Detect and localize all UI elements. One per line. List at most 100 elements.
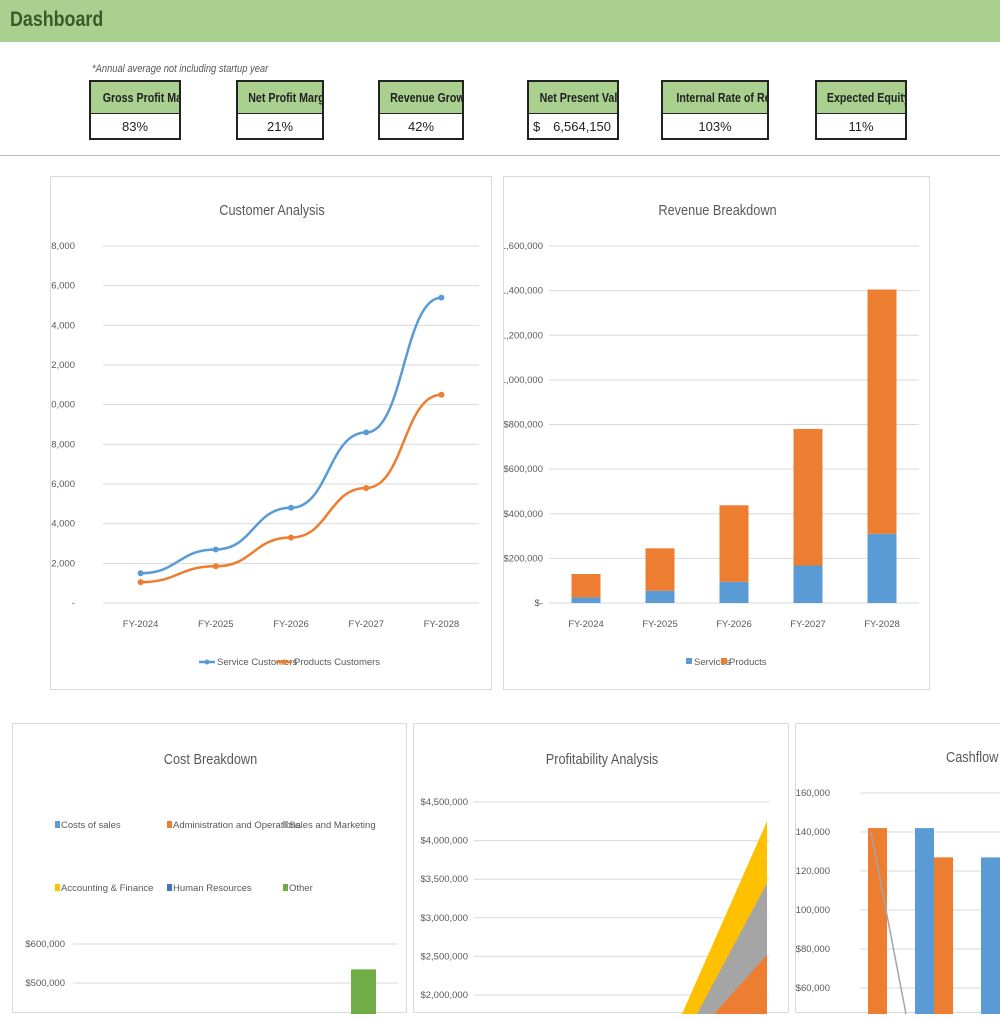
legend-label: Sales and Marketing — [289, 820, 376, 831]
kpi-footnote: *Annual average not including startup ye… — [92, 63, 269, 75]
data-point — [212, 563, 219, 570]
x-tick-label: FY-2027 — [790, 619, 826, 630]
y-tick-label: 4,000 — [51, 519, 75, 530]
kpi-value: $ 6,564,150 — [529, 114, 617, 139]
y-tick-label: $4,000,000 — [420, 836, 468, 847]
y-tick-label: $120,000 — [796, 866, 830, 877]
data-point — [438, 294, 445, 301]
kpi-internal-rate-of-return: Internal Rate of Return * 103% — [661, 80, 769, 140]
bar-other — [351, 969, 376, 1014]
cashflow-analysis-chart: Cashflow Ana $60,000 $80,000 $100,000 $120,0… — [790, 748, 1000, 1015]
y-tick-label: 8,000 — [51, 439, 75, 450]
legend-label: Service Customers — [217, 657, 297, 668]
legend-swatch — [55, 821, 60, 828]
y-tick-label: $1,200,000 — [504, 330, 543, 341]
y-tick-label: $2,000,000 — [420, 990, 468, 1001]
kpi-revenue-growth: Revenue Growth * 42% — [378, 80, 464, 140]
y-tick-label: $100,000 — [796, 905, 830, 916]
kpi-value: 21% — [266, 119, 294, 134]
bar-segment — [645, 548, 675, 591]
x-tick-label: FY-2024 — [568, 619, 604, 630]
revenue-breakdown-panel: Revenue Breakdown $- $200,000 $400,000 $600,… — [495, 176, 930, 690]
header-divider — [0, 155, 1000, 156]
profitability-analysis-chart: Profitability Analysis $2,000,000 $2,500,0… — [420, 750, 769, 1014]
cashflow-line — [870, 831, 907, 1015]
y-tick-label: $- — [535, 598, 543, 609]
bar-segment — [793, 428, 823, 566]
kpi-gross-profit-margin: Gross Profit Margin * 83% — [89, 80, 181, 140]
legend-label: Administration and Operations — [173, 820, 301, 831]
bar-segment — [571, 573, 601, 598]
bar-segment — [719, 505, 749, 582]
kpi-value: 11% — [848, 119, 874, 134]
x-tick-label: FY-2026 — [273, 619, 309, 630]
kpi-label: Revenue Growth * — [390, 90, 462, 105]
cashflow-bar — [934, 857, 953, 1014]
data-point — [288, 534, 294, 541]
y-tick-label: $4,500,000 — [420, 797, 468, 808]
x-tick-label: FY-2028 — [424, 619, 460, 630]
y-tick-label: $500,000 — [25, 978, 65, 989]
legend-label: Costs of sales — [61, 820, 121, 831]
series-line — [140, 393, 442, 584]
y-tick-label: $2,500,000 — [420, 951, 468, 962]
legend-label: Products Customers — [294, 657, 380, 668]
cost-breakdown-panel: Cost Breakdown Costs of sales Administrati… — [12, 723, 407, 1014]
legend-swatch — [167, 821, 172, 828]
chart-title: Customer Analysis — [219, 201, 325, 218]
legend-label: Human Resources — [173, 883, 252, 894]
y-tick-label: $160,000 — [796, 788, 830, 799]
legend-swatch — [283, 821, 288, 828]
y-tick-label: $1,400,000 — [504, 286, 543, 297]
kpi-value: 103% — [698, 119, 732, 134]
data-point — [137, 579, 144, 586]
data-point — [438, 391, 445, 398]
kpi-value: 42% — [407, 119, 435, 134]
y-tick-label: $200,000 — [504, 553, 543, 564]
bar-segment — [793, 565, 823, 603]
kpi-label: Gross Profit Margin * — [102, 90, 179, 105]
header-bar: Dashboard — [0, 0, 1000, 42]
x-tick-label: FY-2024 — [123, 619, 159, 630]
bar-segment — [867, 533, 897, 603]
bar-segment — [867, 289, 897, 534]
chart-title: Profitability Analysis — [546, 750, 659, 767]
cashflow-bar — [915, 828, 934, 1014]
profitability-analysis-panel: Profitability Analysis $2,000,000 $2,500,0… — [413, 723, 789, 1014]
y-tick-label: $800,000 — [504, 420, 543, 431]
chart-title: Cashflow Ana — [946, 748, 1000, 765]
y-tick-label: $400,000 — [504, 509, 543, 520]
legend-label: Services — [694, 657, 731, 668]
legend-marker — [281, 659, 287, 665]
y-tick-label: $60,000 — [796, 983, 830, 994]
x-tick-label: FY-2027 — [348, 619, 384, 630]
x-tick-label: FY-2026 — [716, 619, 752, 630]
legend-swatch — [167, 884, 172, 891]
y-tick-label: $80,000 — [796, 944, 830, 955]
y-tick-label: 16,000 — [51, 281, 75, 292]
legend-swatch — [686, 658, 692, 664]
kpi-label: Internal Rate of Return * — [676, 90, 767, 105]
data-point — [288, 504, 294, 511]
legend-swatch — [55, 884, 60, 891]
chart-title: Cost Breakdown — [164, 750, 257, 767]
y-tick-label: 18,000 — [51, 241, 75, 252]
y-tick-label: $1,000,000 — [504, 375, 543, 386]
kpi-label: Net Present Value * — [539, 90, 617, 105]
cost-breakdown-chart: Cost Breakdown Costs of sales Administrati… — [25, 750, 398, 1014]
legend-swatch — [283, 884, 288, 891]
bar-segment — [571, 597, 601, 603]
series-line — [140, 296, 442, 575]
cashflow-bar — [868, 828, 887, 1014]
kpi-value: 83% — [121, 119, 149, 134]
legend-marker — [204, 659, 210, 665]
y-tick-label: 14,000 — [51, 320, 75, 331]
y-tick-label: 10,000 — [51, 400, 75, 411]
legend-swatch — [721, 658, 727, 664]
y-tick-label: $3,000,000 — [420, 913, 468, 924]
data-point — [212, 546, 219, 553]
kpi-net-profit-margin: Net Profit Margin * 21% — [236, 80, 324, 140]
y-tick-label: 2,000 — [51, 558, 75, 569]
revenue-breakdown-chart: Revenue Breakdown $- $200,000 $400,000 $600,… — [495, 201, 919, 668]
data-point — [137, 570, 144, 577]
